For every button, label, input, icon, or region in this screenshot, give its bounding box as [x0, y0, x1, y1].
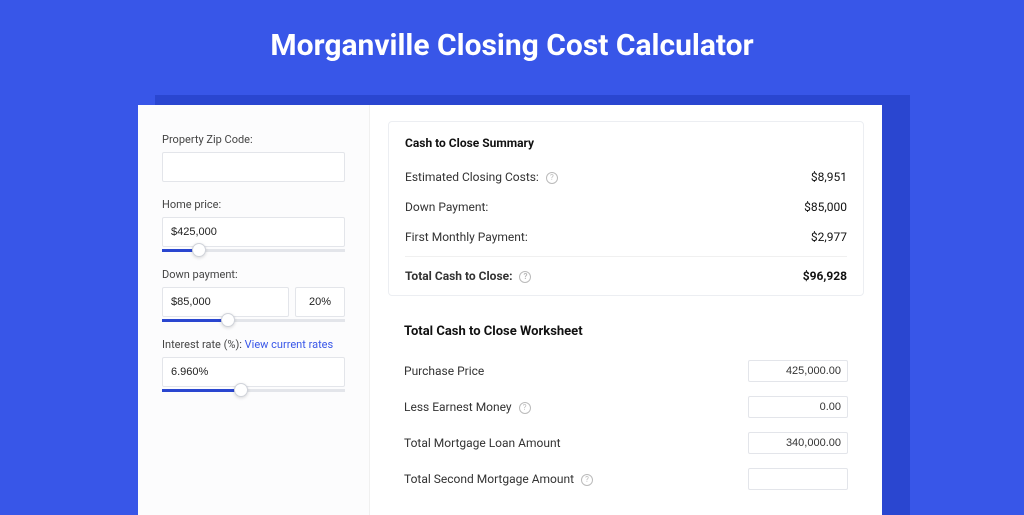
worksheet-input-purchase-price[interactable] — [748, 360, 848, 382]
down-payment-percent-input[interactable] — [295, 287, 345, 317]
down-payment-slider-thumb[interactable] — [221, 313, 235, 327]
zip-field-group: Property Zip Code: — [162, 133, 345, 182]
worksheet-input-mortgage-loan[interactable] — [748, 432, 848, 454]
summary-value-total: $96,928 — [803, 269, 847, 283]
home-price-label: Home price: — [162, 198, 345, 211]
worksheet-box: Total Cash to Close Worksheet Purchase P… — [388, 310, 864, 497]
summary-box: Cash to Close Summary Estimated Closing … — [388, 121, 864, 296]
help-icon[interactable]: ? — [581, 474, 593, 486]
main-area: Cash to Close Summary Estimated Closing … — [370, 105, 882, 515]
page-title: Morganville Closing Cost Calculator — [0, 0, 1024, 85]
interest-rate-slider-fill — [162, 389, 241, 392]
home-price-field-group: Home price: — [162, 198, 345, 252]
help-icon[interactable]: ? — [546, 172, 558, 184]
help-icon[interactable]: ? — [519, 402, 531, 414]
worksheet-title: Total Cash to Close Worksheet — [404, 324, 848, 339]
summary-value-closing-costs: $8,951 — [811, 170, 847, 184]
summary-value-first-payment: $2,977 — [811, 230, 847, 244]
interest-rate-field-group: Interest rate (%): View current rates — [162, 338, 345, 392]
home-price-slider-thumb[interactable] — [192, 243, 206, 257]
summary-label-down-payment: Down Payment: — [405, 200, 488, 214]
zip-label: Property Zip Code: — [162, 133, 345, 146]
summary-label-total: Total Cash to Close: — [405, 269, 512, 283]
worksheet-label-second-mortgage: Total Second Mortgage Amount — [404, 472, 574, 486]
summary-value-down-payment: $85,000 — [804, 200, 847, 214]
summary-row-closing-costs: Estimated Closing Costs: ? $8,951 — [405, 162, 847, 192]
down-payment-field-group: Down payment: — [162, 268, 345, 322]
down-payment-label: Down payment: — [162, 268, 345, 281]
view-rates-link[interactable]: View current rates — [245, 338, 334, 351]
worksheet-label-mortgage-loan: Total Mortgage Loan Amount — [404, 436, 561, 450]
summary-label-closing-costs: Estimated Closing Costs: — [405, 170, 539, 184]
home-price-slider[interactable] — [162, 249, 345, 252]
worksheet-input-earnest-money[interactable] — [748, 396, 848, 418]
help-icon[interactable]: ? — [519, 271, 531, 283]
worksheet-label-earnest-money: Less Earnest Money — [404, 400, 512, 414]
interest-rate-slider[interactable] — [162, 389, 345, 392]
summary-row-total: Total Cash to Close: ? $96,928 — [405, 256, 847, 291]
summary-row-first-payment: First Monthly Payment: $2,977 — [405, 222, 847, 252]
sidebar-inputs: Property Zip Code: Home price: Down paym… — [138, 105, 370, 515]
worksheet-row-second-mortgage: Total Second Mortgage Amount ? — [404, 461, 848, 497]
interest-rate-input[interactable] — [162, 357, 345, 387]
worksheet-input-second-mortgage[interactable] — [748, 468, 848, 490]
summary-title: Cash to Close Summary — [405, 136, 847, 150]
down-payment-slider[interactable] — [162, 319, 345, 322]
summary-label-first-payment: First Monthly Payment: — [405, 230, 528, 244]
interest-rate-label-text: Interest rate (%): — [162, 338, 242, 351]
home-price-input[interactable] — [162, 217, 345, 247]
worksheet-label-purchase-price: Purchase Price — [404, 364, 484, 378]
calculator-card: Property Zip Code: Home price: Down paym… — [138, 105, 882, 515]
summary-row-down-payment: Down Payment: $85,000 — [405, 192, 847, 222]
worksheet-row-purchase-price: Purchase Price — [404, 353, 848, 389]
worksheet-row-earnest-money: Less Earnest Money ? — [404, 389, 848, 425]
interest-rate-label: Interest rate (%): View current rates — [162, 338, 345, 351]
zip-input[interactable] — [162, 152, 345, 182]
down-payment-slider-fill — [162, 319, 228, 322]
worksheet-row-mortgage-loan: Total Mortgage Loan Amount — [404, 425, 848, 461]
interest-rate-slider-thumb[interactable] — [234, 383, 248, 397]
